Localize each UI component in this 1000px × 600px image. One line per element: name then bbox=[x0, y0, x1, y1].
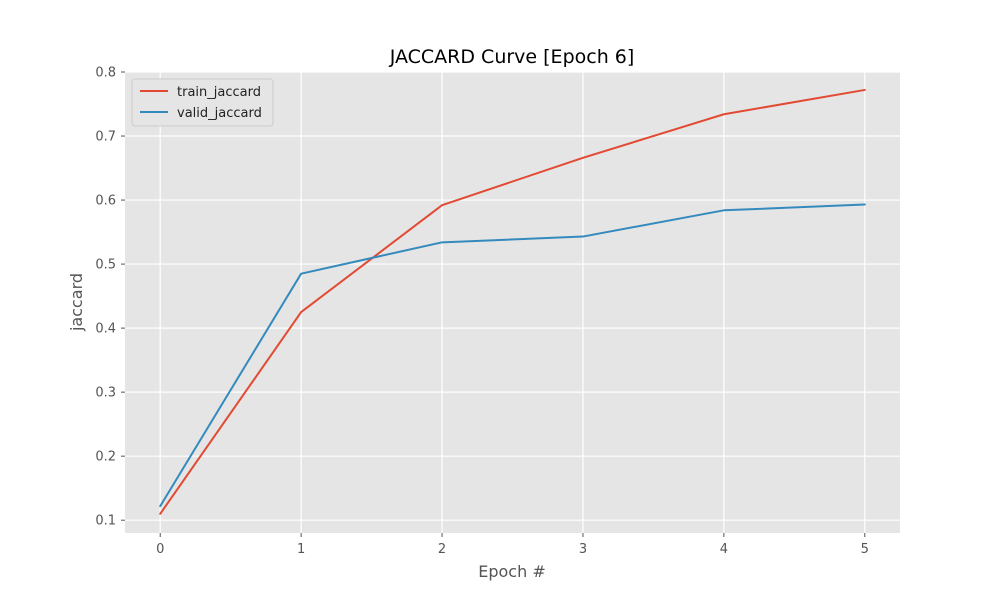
legend: train_jaccard valid_jaccard bbox=[131, 78, 274, 127]
y-tick-label: 0.7 bbox=[95, 130, 116, 145]
series-lines bbox=[159, 88, 866, 515]
y-tick-label: 0.6 bbox=[95, 194, 116, 209]
x-tick-label: 5 bbox=[861, 542, 869, 557]
x-tick-label: 1 bbox=[297, 542, 305, 557]
x-tick-label: 4 bbox=[720, 542, 728, 557]
x-tick-label: 0 bbox=[156, 542, 164, 557]
axis-ticks: 0 1 2 3 4 5 0.1 0.2 0.3 0.4 0.5 0.6 0.7 0.8 bbox=[95, 66, 869, 558]
x-axis-label: Epoch # bbox=[478, 562, 545, 581]
y-axis-label: jaccard bbox=[67, 273, 86, 332]
y-tick-label: 0.8 bbox=[95, 66, 116, 81]
y-tick-label: 0.2 bbox=[95, 450, 116, 465]
plot-background bbox=[125, 72, 900, 533]
y-tick-label: 0.5 bbox=[95, 258, 116, 273]
chart-title: JACCARD Curve [Epoch 6] bbox=[389, 46, 635, 68]
y-tick-label: 0.1 bbox=[95, 514, 116, 529]
y-tick-label: 0.4 bbox=[95, 322, 116, 337]
x-tick-label: 3 bbox=[579, 542, 587, 557]
series-line-valid-jaccard bbox=[159, 203, 866, 508]
series-line-train-jaccard bbox=[159, 88, 866, 515]
x-tick-label: 2 bbox=[438, 542, 446, 557]
legend-label-train: train_jaccard bbox=[177, 85, 261, 100]
legend-label-valid: valid_jaccard bbox=[177, 106, 262, 121]
grid-lines bbox=[125, 71, 900, 533]
y-tick-label: 0.3 bbox=[95, 386, 116, 401]
